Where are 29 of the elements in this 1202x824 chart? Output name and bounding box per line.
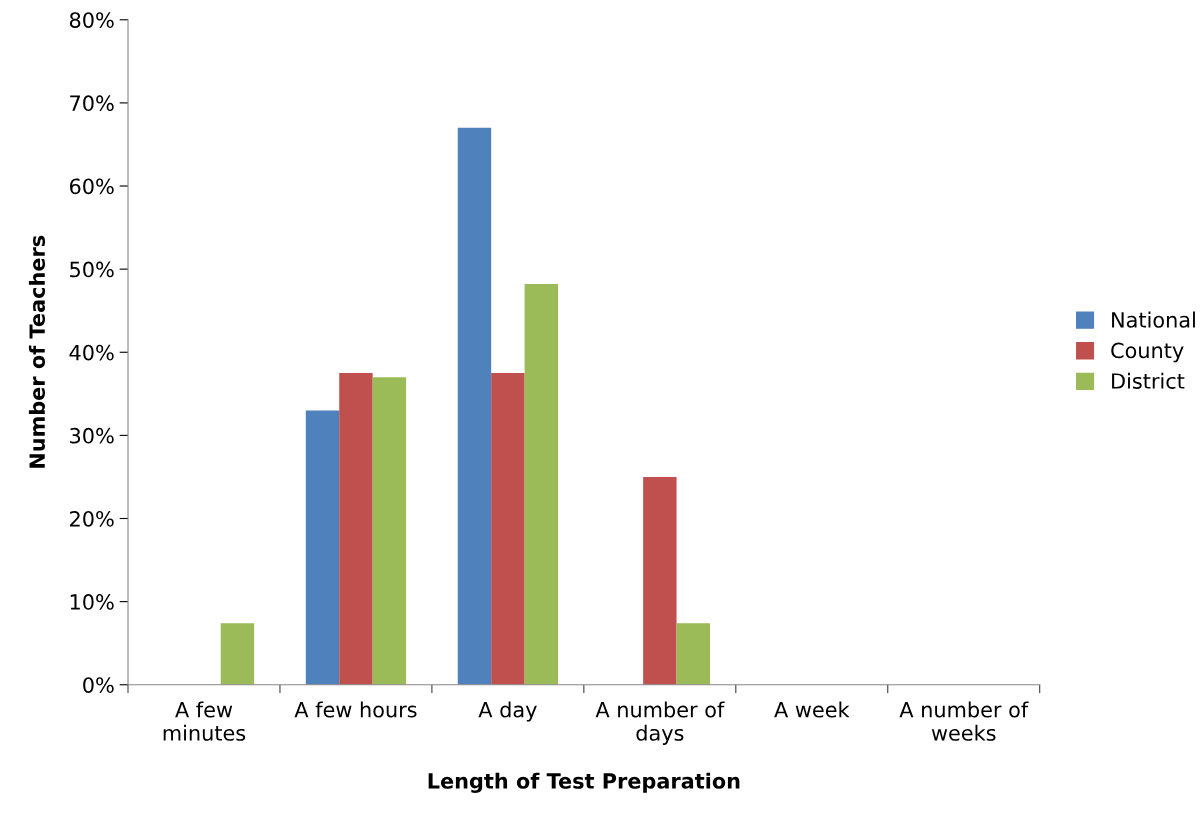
bar: [676, 623, 710, 685]
x-tick-label: A day: [478, 701, 537, 722]
bar: [491, 373, 525, 685]
y-tick-label: 80%: [69, 12, 114, 28]
legend-label: District: [1112, 372, 1185, 389]
x-tick-label: A number of days: [595, 701, 725, 745]
bar: [339, 373, 373, 685]
y-tick-label: 20%: [70, 510, 114, 527]
y-axis-title: Number of Teachers: [28, 235, 46, 468]
bar: [643, 476, 677, 685]
y-tick-label: 60%: [69, 178, 114, 195]
legend-label: National: [1112, 311, 1195, 328]
bar: [305, 410, 340, 685]
bar: [220, 623, 255, 685]
bar: [457, 127, 492, 685]
x-axis-title: Length of Test Preparation: [428, 772, 740, 794]
y-tick-label: 30%: [70, 427, 114, 444]
y-tick-label: 0%: [83, 677, 114, 693]
x-tick-label: A week: [774, 701, 850, 718]
y-tick-label: 10%: [70, 594, 114, 610]
bar: [524, 284, 559, 685]
x-tick-label: A number of weeks: [899, 701, 1029, 741]
y-tick-label: 70%: [70, 95, 114, 112]
x-tick-label: A few hours: [294, 701, 417, 718]
y-tick-label: 50%: [70, 261, 114, 278]
x-tick-label: A few minutes: [163, 701, 246, 741]
y-tick-label: 40%: [69, 344, 114, 361]
bar: [372, 377, 407, 685]
legend-label: County: [1111, 342, 1184, 363]
